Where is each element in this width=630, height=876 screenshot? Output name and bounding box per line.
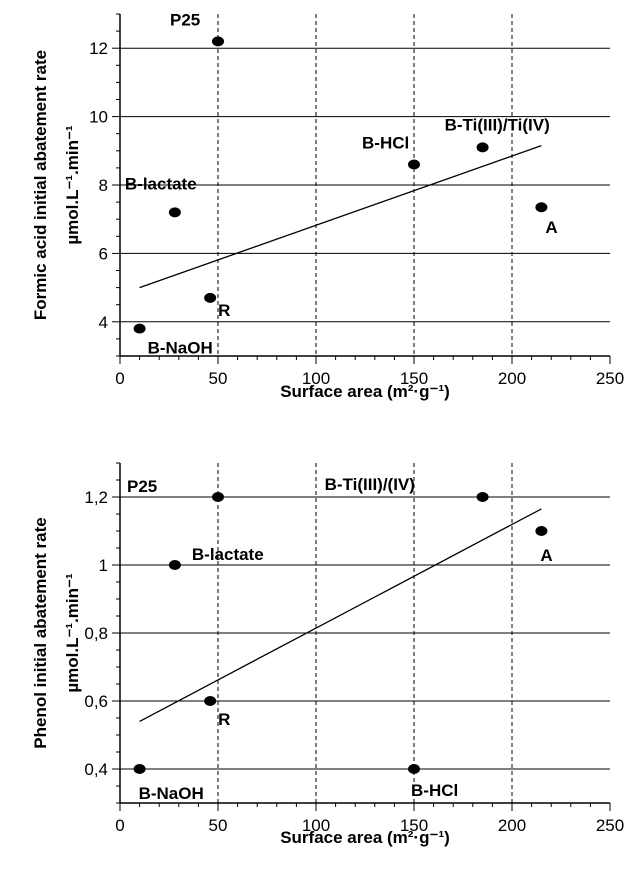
x-tick-label: 100	[302, 816, 330, 835]
data-point	[168, 207, 181, 218]
x-tick-label: 150	[400, 816, 428, 835]
y-tick-label: 1,2	[84, 488, 108, 507]
y-tick-label: 6	[99, 244, 108, 263]
point-label: R	[218, 301, 230, 320]
y-tick-label: 0,4	[84, 760, 108, 779]
x-tick-label: 0	[115, 369, 124, 388]
point-label: A	[540, 546, 552, 565]
point-label: B-lactate	[125, 174, 197, 193]
phenol-chart: 0 50 100 150 200 250 0,4 0,6 0,8 1 1,2 P25 B-Ti(III)…	[31, 462, 624, 847]
x-axis-title: Surface area (m²·g⁻¹)	[280, 828, 450, 847]
x-tick-label: 200	[498, 369, 526, 388]
data-point	[133, 764, 146, 774]
y-tick-label: 0,6	[84, 692, 108, 711]
x-tick-label: 150	[400, 369, 428, 388]
y-axis-unit: µmol.L⁻¹.min⁻¹	[63, 125, 82, 245]
y-tick-label: 12	[89, 39, 108, 58]
y-tick-label: 1	[99, 556, 108, 575]
point-label: B-NaOH	[148, 339, 213, 358]
y-tick-label: 10	[89, 108, 108, 127]
x-tick-label: 100	[302, 369, 330, 388]
data-point	[476, 142, 489, 153]
formic-acid-chart: 0 50 100 150 200 250 4 6 8 10 12 P25 B-HCl B-Ti(III)/…	[31, 10, 624, 401]
data-point	[168, 560, 181, 570]
point-label: B-NaOH	[139, 784, 204, 803]
y-axis-unit: µmol.L⁻¹.min⁻¹	[63, 573, 82, 693]
data-point	[535, 526, 548, 536]
y-tick-label: 8	[99, 176, 108, 195]
y-axis-title: Formic acid initial abatement rate	[31, 50, 50, 320]
x-tick-label: 250	[596, 816, 624, 835]
data-point	[212, 492, 224, 502]
data-point	[476, 492, 489, 502]
point-label: B-HCl	[362, 133, 409, 152]
trendline	[139, 145, 542, 289]
data-point	[133, 323, 146, 334]
point-label: P25	[170, 10, 200, 29]
point-label: A	[545, 218, 557, 237]
y-tick-label: 4	[99, 313, 108, 332]
x-tick-label: 250	[596, 369, 624, 388]
x-tick-label: 0	[115, 816, 124, 835]
data-point	[408, 159, 420, 170]
y-axis-title: Phenol initial abatement rate	[31, 517, 50, 748]
trendline	[139, 508, 542, 722]
x-tick-label: 50	[209, 369, 228, 388]
data-point	[212, 36, 224, 47]
x-tick-label: 200	[498, 816, 526, 835]
point-label: P25	[127, 477, 157, 496]
data-point	[408, 764, 420, 774]
point-label: R	[218, 710, 230, 729]
x-axis-title: Surface area (m²·g⁻¹)	[280, 382, 450, 401]
data-point	[204, 696, 217, 706]
point-label: B-lactate	[192, 545, 264, 564]
point-label: B-Ti(III)/Ti(IV)	[445, 115, 550, 134]
data-point	[535, 202, 548, 213]
point-label: B-HCl	[411, 781, 458, 800]
y-tick-label: 0,8	[84, 624, 108, 643]
point-label: B-Ti(III)/(IV)	[325, 475, 415, 494]
data-point	[204, 292, 217, 303]
x-tick-label: 50	[209, 816, 228, 835]
